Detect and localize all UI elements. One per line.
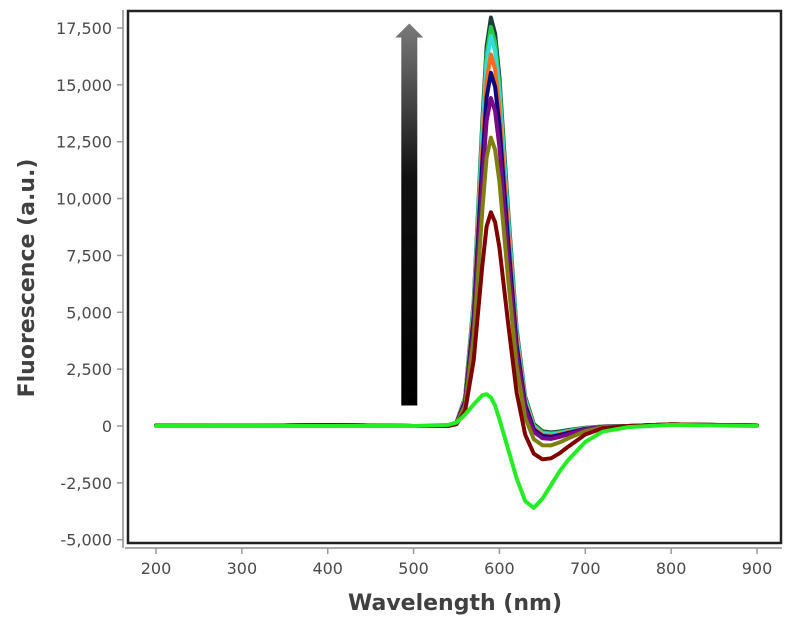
y-axis-title: Fluorescence (a.u.) (15, 159, 40, 398)
x-tick-label: 500 (398, 559, 429, 578)
increase-arrow-icon (395, 23, 424, 406)
x-tick-label: 200 (141, 559, 172, 578)
y-tick-label: -5,000 (60, 531, 112, 550)
x-tick-label: 700 (570, 559, 601, 578)
y-tick-label: 17,500 (56, 19, 112, 38)
x-tick-label: 400 (312, 559, 343, 578)
y-tick-label: 15,000 (56, 76, 112, 95)
y-tick-label: 0 (102, 417, 112, 436)
x-tick-label: 300 (227, 559, 258, 578)
x-axis-title: Wavelength (nm) (348, 591, 562, 616)
y-tick-label: 10,000 (56, 190, 112, 209)
y-tick-label: -2,500 (60, 474, 112, 493)
series-line-9 (154, 392, 759, 510)
plot-frame (126, 9, 783, 545)
x-tick-label: 800 (656, 559, 687, 578)
y-tick-label: 5,000 (66, 303, 112, 322)
y-tick-label: 12,500 (56, 133, 112, 152)
x-tick-label: 900 (742, 559, 773, 578)
y-tick-label: 7,500 (66, 246, 112, 265)
y-tick-label: 2,500 (66, 360, 112, 379)
x-tick-label: 600 (484, 559, 515, 578)
